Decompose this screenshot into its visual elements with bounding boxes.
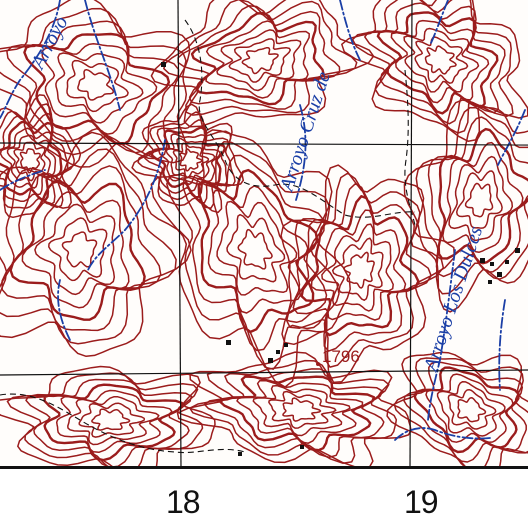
contour-line [344,252,374,288]
stream-label-arroyo-los-dulces: Arroyo Los Dulces [419,224,487,376]
contour-line [217,30,301,91]
contour-line [283,398,321,421]
spot-elevation-label: 1796 [322,347,360,366]
contour-line [458,398,486,422]
stream-line [340,0,360,60]
building-icon [284,343,288,347]
building-icon [268,358,273,363]
contour-line [415,368,519,452]
contour-line [466,184,493,217]
stream-line [85,0,120,110]
contour-line [92,409,130,430]
contour-line [242,48,278,74]
building-icon [238,452,242,456]
contour-lines [0,0,528,468]
contour-line [229,39,290,82]
map-canvas: Arroyo Arroyo Cruz de Arroyo Los Dulces … [0,0,528,468]
contour-line [26,380,192,468]
contour-line [78,70,113,100]
contour-line [209,186,308,313]
easting-label-18: 18 [166,484,200,521]
building-icon [300,445,304,449]
topographic-map[interactable]: Arroyo Arroyo Cruz de Arroyo Los Dulces … [0,0,528,468]
contour-line [333,238,383,300]
building-icon [480,258,485,263]
contour-line [0,104,74,208]
map-neatline [0,466,528,469]
spot-elevation-marker [316,362,320,366]
building-icon [276,350,280,354]
contour-line [199,170,318,332]
building-icon [490,262,494,266]
building-icon [505,260,509,264]
contour-line [238,230,272,269]
stream-label-arroyo: Arroyo [26,13,73,74]
contour-line [457,171,502,228]
grid-line-horizontal-top [0,143,528,145]
contour-line [312,210,406,320]
building-icon [515,248,520,253]
contour-line [448,390,495,429]
contour-line [11,181,145,319]
easting-label-19: 19 [404,484,438,521]
contour-line [269,392,336,429]
contour-line [62,232,96,267]
contour-line [426,46,457,74]
contour-line [7,373,202,468]
contour-line [0,122,61,200]
building-icon [226,340,231,345]
contour-line [322,224,393,311]
contour-line [151,130,350,387]
building-icon [497,272,502,277]
contour-line [49,218,107,280]
building-icon [488,280,492,284]
stream-line [499,300,505,390]
building-icon [161,62,166,67]
